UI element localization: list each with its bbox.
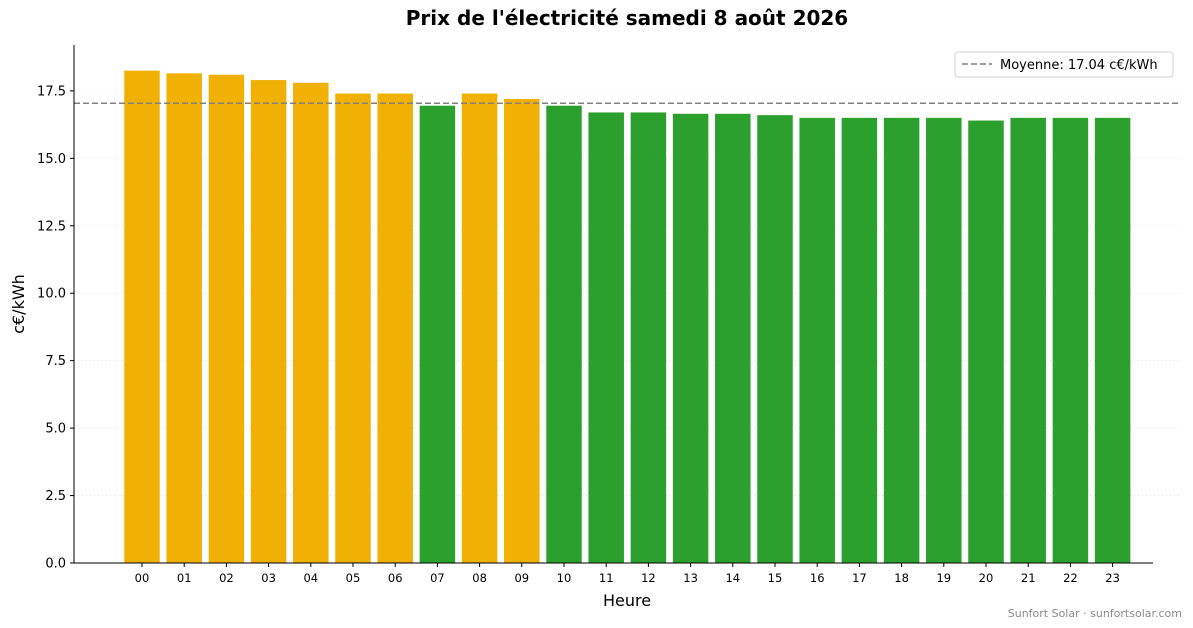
- bar-hour-14: [715, 113, 751, 563]
- x-tick-label: 14: [725, 571, 740, 585]
- legend: Moyenne: 17.04 c€/kWh: [954, 51, 1174, 78]
- bar-hour-06: [377, 93, 413, 563]
- y-axis-label: c€/kWh: [9, 274, 28, 334]
- bar-hour-07: [419, 105, 456, 563]
- bar-hour-09: [504, 98, 540, 563]
- bar-hour-18: [883, 117, 920, 563]
- x-tick-label: 01: [177, 571, 192, 585]
- bar-hour-02: [208, 74, 245, 563]
- bar-hour-01: [166, 73, 202, 563]
- y-tick-label: 10.0: [37, 287, 66, 302]
- x-tick-label: 02: [219, 571, 234, 585]
- bar-hour-05: [335, 93, 371, 563]
- bars: [124, 70, 1131, 564]
- y-tick-label: 17.5: [37, 84, 66, 99]
- bar-hour-21: [1010, 117, 1046, 563]
- x-tick-label: 00: [135, 571, 150, 585]
- bar-hour-15: [757, 115, 793, 563]
- bar-hour-04: [293, 82, 329, 563]
- x-tick-label: 13: [683, 571, 698, 585]
- x-tick-label: 23: [1105, 571, 1120, 585]
- bar-hour-11: [588, 112, 624, 564]
- x-tick-label: 21: [1021, 571, 1036, 585]
- x-tick-label: 11: [599, 571, 614, 585]
- bar-hour-10: [546, 105, 582, 563]
- y-tick-label: 12.5: [37, 219, 66, 234]
- bar-hour-23: [1094, 117, 1131, 563]
- bar-hour-13: [672, 113, 709, 563]
- bar-hour-17: [841, 117, 878, 563]
- x-tick-label: 05: [346, 571, 361, 585]
- y-tick-label: 15.0: [37, 152, 66, 167]
- legend-box: [954, 51, 1174, 78]
- x-tick-label: 12: [641, 571, 656, 585]
- x-tick-label: 08: [472, 571, 487, 585]
- x-tick-label: 16: [810, 571, 825, 585]
- x-tick-label: 19: [936, 571, 951, 585]
- y-tick-label: 2.5: [45, 489, 66, 504]
- bar-hour-16: [799, 117, 835, 563]
- x-ticks: 00 01 02 03 04 05 06 07 08 09 10 11 12 13 14 15 16 17 18 19…: [135, 563, 1120, 585]
- legend-average-label: Moyenne: 17.04 c€/kWh: [1000, 58, 1158, 73]
- bar-hour-08: [461, 93, 498, 563]
- y-tick-label: 5.0: [45, 422, 66, 437]
- y-ticks: 0.0 2.5 5.0 7.5 10.0 12.5 15.0 17.5: [37, 84, 74, 572]
- bar-hour-19: [926, 117, 962, 563]
- x-tick-label: 03: [261, 571, 276, 585]
- x-tick-label: 20: [979, 571, 994, 585]
- bar-hour-12: [630, 112, 667, 564]
- x-axis-label: Heure: [603, 591, 651, 610]
- footer-credit: Sunfort Solar · sunfortsolar.com: [1008, 607, 1182, 620]
- y-tick-label: 0.0: [45, 557, 66, 572]
- x-tick-label: 18: [894, 571, 909, 585]
- x-tick-label: 15: [768, 571, 783, 585]
- bar-hour-22: [1052, 117, 1089, 563]
- bar-hour-03: [250, 80, 287, 564]
- x-tick-label: 22: [1063, 571, 1078, 585]
- x-tick-label: 06: [388, 571, 403, 585]
- bar-hour-20: [968, 120, 1004, 564]
- bar-hour-00: [124, 70, 160, 563]
- x-tick-label: 04: [303, 571, 318, 585]
- chart-title: Prix de l'électricité samedi 8 août 2026: [406, 6, 848, 30]
- x-tick-label: 09: [514, 571, 529, 585]
- y-tick-label: 7.5: [45, 354, 66, 369]
- x-tick-label: 17: [852, 571, 867, 585]
- x-tick-label: 10: [557, 571, 572, 585]
- x-tick-label: 07: [430, 571, 445, 585]
